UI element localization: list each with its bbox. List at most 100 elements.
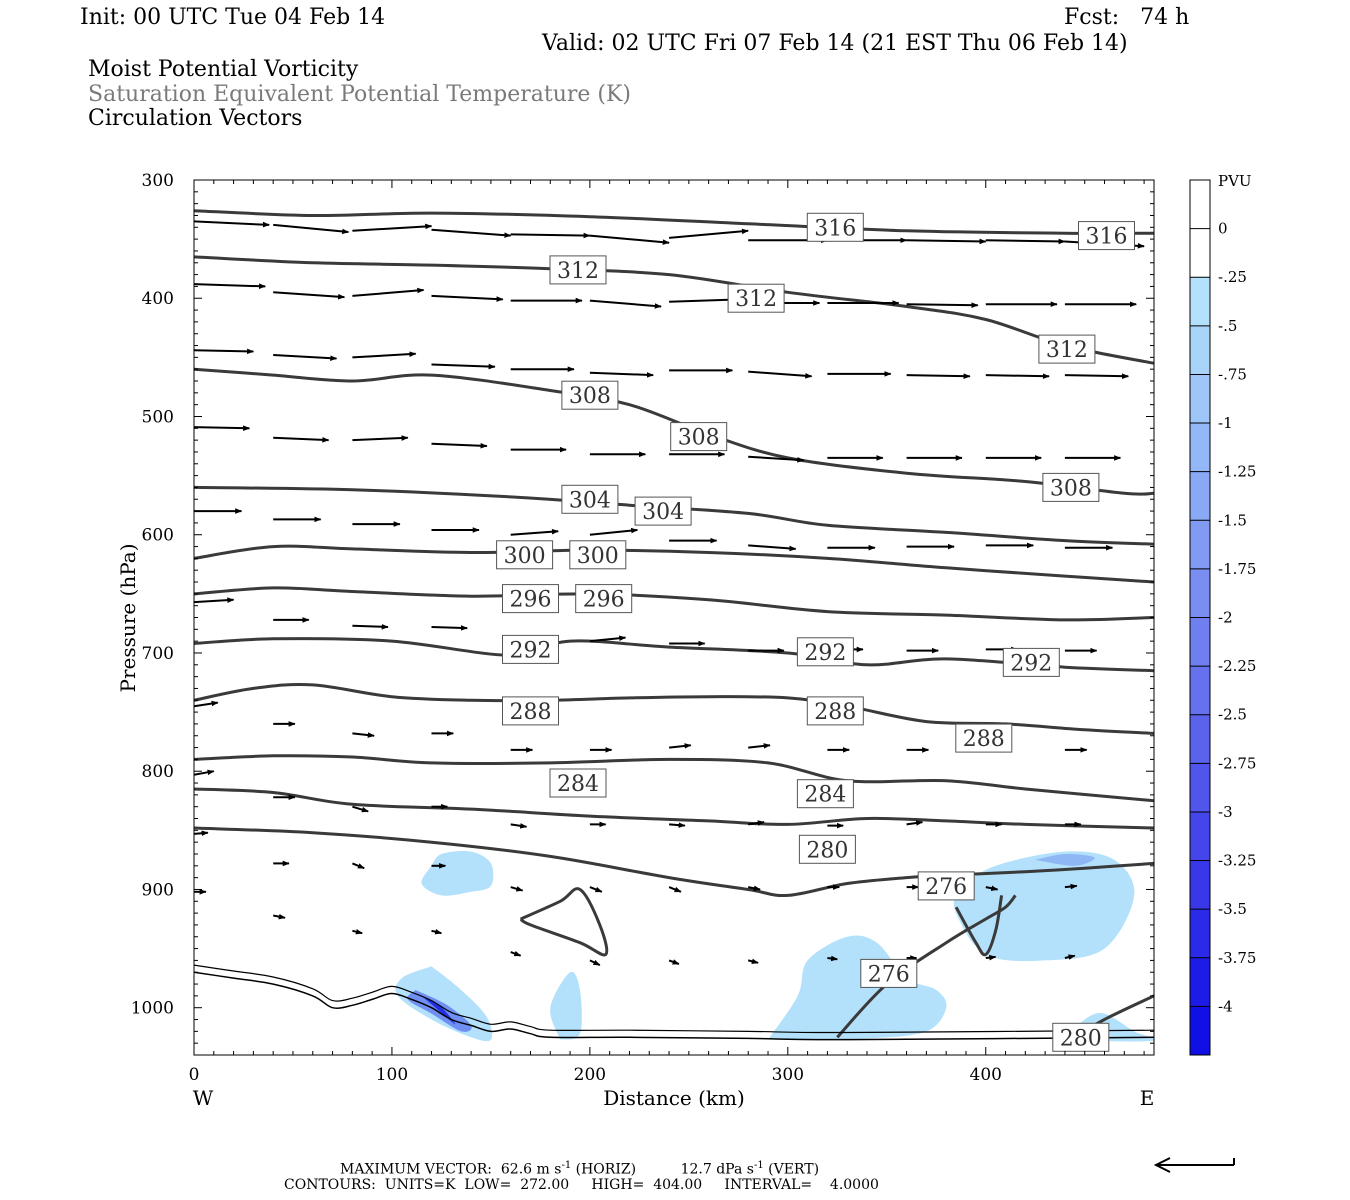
colorbar-label: -.25 xyxy=(1218,268,1247,286)
horiz-unit: m s xyxy=(536,1161,562,1178)
x-axis-label: Distance (km) xyxy=(603,1086,745,1110)
vector-arrow xyxy=(589,527,639,536)
contour-label-312: 312 xyxy=(735,287,777,312)
vector-arrow xyxy=(352,287,425,297)
vector-arrow xyxy=(510,823,528,829)
x-tick-label-400: 400 xyxy=(970,1065,1002,1085)
x-tick-label-0: 0 xyxy=(189,1065,200,1085)
vert-unit: dPa s xyxy=(716,1161,754,1178)
vector-arrow xyxy=(431,442,488,449)
contour-label-300: 300 xyxy=(577,544,619,569)
vector-arrow xyxy=(589,959,601,967)
vector-arrow xyxy=(352,623,389,630)
contour-296-5 xyxy=(194,586,1154,622)
colorbar-label: -3.25 xyxy=(1218,852,1256,870)
x-end-west: W xyxy=(193,1086,214,1110)
contour-label-box xyxy=(1038,334,1096,364)
vector-arrow xyxy=(273,913,286,920)
vector-arrow xyxy=(194,220,270,228)
colorbar-label: -4 xyxy=(1218,997,1233,1015)
mpv-shading xyxy=(395,850,1154,1042)
colorbar-swatch-16 xyxy=(1190,957,1210,1007)
contour-292-6 xyxy=(194,637,1154,673)
colorbar-swatch-12 xyxy=(1190,763,1210,813)
y-tick-label-700: 700 xyxy=(142,644,174,664)
colorbar-label: -1.25 xyxy=(1218,463,1256,481)
vector-arrow xyxy=(906,373,971,379)
max-vector-label: MAXIMUM VECTOR: xyxy=(340,1161,492,1178)
colorbar-swatch-0 xyxy=(1190,180,1210,230)
vert-value: 12.7 xyxy=(680,1161,712,1178)
contour-label-288: 288 xyxy=(510,700,552,725)
colorbar-label: -2 xyxy=(1218,609,1233,627)
contour-label-296: 296 xyxy=(583,588,625,613)
contour-label-296: 296 xyxy=(510,588,552,613)
y-tick-label-900: 900 xyxy=(142,880,174,900)
colorbar-swatch-3 xyxy=(1190,325,1210,375)
contour-label-308: 308 xyxy=(678,426,720,451)
contour-label-box xyxy=(502,696,559,726)
contour-label-box xyxy=(796,779,854,809)
contour-label-box xyxy=(955,723,1013,753)
x-tick-label-200: 200 xyxy=(574,1065,606,1085)
contour-316-0 xyxy=(194,209,1154,235)
contour-label-304: 304 xyxy=(642,500,684,525)
vector-arrow xyxy=(352,351,417,359)
y-tick-label-400: 400 xyxy=(142,289,174,309)
y-tick-label-300: 300 xyxy=(142,171,174,191)
contour-label-292: 292 xyxy=(804,641,846,666)
vector-arrow xyxy=(352,862,365,870)
init-time: Init: 00 UTC Tue 04 Feb 14 xyxy=(80,5,386,30)
vector-arrow xyxy=(985,373,1050,379)
contour-label-box xyxy=(917,871,975,901)
contour-label-box xyxy=(549,255,607,285)
vector-arrow xyxy=(1064,883,1078,890)
terrain-upper xyxy=(194,964,1154,1034)
y-axis-label: Pressure (hPa) xyxy=(116,544,140,693)
vector-arrow xyxy=(827,955,838,962)
vector-arrow xyxy=(510,232,591,239)
vector-arrow xyxy=(510,950,522,957)
vector-arrow xyxy=(589,635,627,643)
colorbar-swatch-4 xyxy=(1190,374,1210,424)
vector-arrow xyxy=(194,830,209,837)
colorbar-swatch-10 xyxy=(1190,666,1210,716)
colorbar-unit: PVU xyxy=(1218,172,1252,190)
field-title-thetae: Saturation Equivalent Potential Temperat… xyxy=(88,82,631,107)
vector-arrow xyxy=(589,886,603,893)
mpv-region-4 xyxy=(550,971,582,1040)
contour-300-4 xyxy=(194,544,1154,584)
vector-arrow xyxy=(194,425,251,431)
vector-arrow xyxy=(985,238,1066,245)
colorbar-label: -1.5 xyxy=(1218,511,1247,529)
vector-arrow xyxy=(748,743,771,749)
vector-arrow xyxy=(352,732,375,738)
contour-label-box xyxy=(561,484,619,514)
contour-label-box xyxy=(860,958,918,988)
colorbar-swatch-5 xyxy=(1190,423,1210,473)
contour-label-284: 284 xyxy=(804,783,846,808)
field-title-vectors: Circulation Vectors xyxy=(88,106,303,131)
mpv-region-6 xyxy=(953,851,1135,962)
contour-label-308: 308 xyxy=(1050,476,1092,501)
contour-label-box xyxy=(1002,647,1060,677)
contour-304-3 xyxy=(194,485,1154,546)
contour-label-292: 292 xyxy=(510,638,552,663)
y-tick-label-800: 800 xyxy=(142,762,174,782)
contour-276-11 xyxy=(836,894,1017,1039)
vector-arrow xyxy=(669,822,686,828)
vector-arrow xyxy=(194,700,219,708)
vector-arrow xyxy=(668,959,680,965)
contour-label-304: 304 xyxy=(569,488,611,513)
vector-arrow xyxy=(985,885,999,891)
contour-label-box xyxy=(798,834,856,864)
y-tick-label-600: 600 xyxy=(142,526,174,546)
contour-280-9 xyxy=(194,787,1154,830)
colorbar-label: -.5 xyxy=(1218,317,1237,335)
vector-arrow xyxy=(668,743,692,749)
contour-label-316: 316 xyxy=(1086,225,1128,250)
colorbar-label: -1 xyxy=(1218,414,1233,432)
vector-arrow xyxy=(906,302,979,309)
mpv-region-3 xyxy=(421,850,494,896)
contour-label-316: 316 xyxy=(814,216,856,241)
